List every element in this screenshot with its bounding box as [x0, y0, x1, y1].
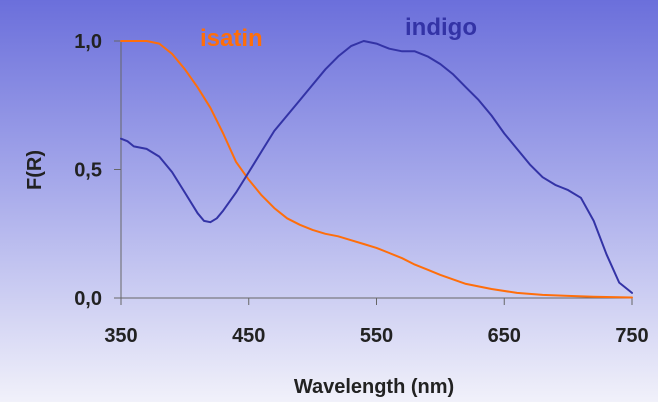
x-tick-label: 650 [488, 325, 521, 347]
series-label-indigo: indigo [405, 14, 477, 41]
series-label-isatin: isatin [200, 25, 263, 52]
x-tick-label: 450 [232, 325, 265, 347]
y-tick-label: 1,0 [74, 31, 102, 53]
x-tick-group: 350 450 550 650 750 [104, 298, 649, 347]
y-tick-label: 0,5 [74, 160, 102, 182]
series-line-indigo [120, 40, 633, 294]
series-group [120, 40, 633, 299]
y-axis-label: F(R) [24, 150, 46, 190]
x-tick-label: 750 [615, 325, 648, 347]
y-tick-label: 0,0 [74, 288, 102, 310]
x-axis-label: Wavelength (nm) [294, 376, 454, 398]
x-tick-label: 350 [104, 325, 137, 347]
x-tick-label: 550 [360, 325, 393, 347]
series-line-isatin [120, 40, 633, 299]
y-tick-group: 0,0 0,5 1,0 [74, 31, 121, 310]
